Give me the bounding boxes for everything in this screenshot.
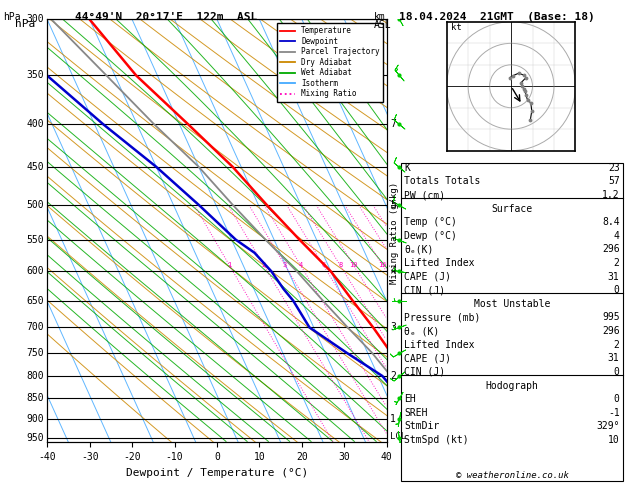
Text: 296: 296 [602,326,620,336]
Text: θₑ (K): θₑ (K) [404,326,440,336]
Text: 2: 2 [390,371,396,381]
Text: 350: 350 [26,70,44,81]
Text: 7: 7 [390,119,396,129]
Text: Totals Totals: Totals Totals [404,176,481,187]
Text: CAPE (J): CAPE (J) [404,272,452,282]
Text: 16: 16 [378,262,387,268]
Text: 650: 650 [26,295,44,306]
Point [516,79,526,87]
Text: 31: 31 [608,353,620,364]
Text: 10: 10 [349,262,358,268]
Point [521,74,531,82]
Text: 600: 600 [26,266,44,277]
Text: 1: 1 [227,262,231,268]
Legend: Temperature, Dewpoint, Parcel Trajectory, Dry Adiabat, Wet Adiabat, Isotherm, Mi: Temperature, Dewpoint, Parcel Trajectory… [277,23,383,102]
Text: 2: 2 [614,258,620,268]
Text: 300: 300 [26,15,44,24]
Text: km: km [374,12,386,22]
Point [519,85,529,92]
Text: 23: 23 [608,163,620,173]
Text: © weatheronline.co.uk: © weatheronline.co.uk [455,471,569,480]
Text: 2: 2 [262,262,266,268]
Text: 950: 950 [26,434,44,443]
Text: 900: 900 [26,414,44,424]
X-axis label: Dewpoint / Temperature (°C): Dewpoint / Temperature (°C) [126,468,308,478]
Text: -1: -1 [608,408,620,418]
Text: 0: 0 [614,394,620,404]
Point [520,87,530,95]
Text: 750: 750 [26,347,44,358]
Point [513,69,523,77]
Point [519,71,529,79]
Point [526,99,536,107]
Text: CIN (J): CIN (J) [404,285,445,295]
Point [523,96,533,104]
Text: hPa: hPa [3,12,21,22]
Text: 3: 3 [390,322,396,332]
Text: 8: 8 [338,262,342,268]
Text: Temp (°C): Temp (°C) [404,217,457,227]
Text: 700: 700 [26,322,44,332]
Text: K: K [404,163,410,173]
Text: 8.4: 8.4 [602,217,620,227]
Text: Mixing Ratio (g/kg): Mixing Ratio (g/kg) [390,182,399,284]
Text: 3: 3 [283,262,287,268]
Text: Lifted Index: Lifted Index [404,340,475,350]
Text: θₑ(K): θₑ(K) [404,244,434,255]
Text: 329°: 329° [596,421,620,432]
Point [504,74,515,82]
Point [521,91,531,99]
Text: EH: EH [404,394,416,404]
Text: Hodograph: Hodograph [486,381,538,391]
Text: 2: 2 [614,340,620,350]
Text: hPa: hPa [15,19,35,30]
Text: Pressure (mb): Pressure (mb) [404,312,481,323]
Text: 44°49'N  20°17'E  122m  ASL: 44°49'N 20°17'E 122m ASL [75,12,258,22]
Text: 4: 4 [614,231,620,241]
Text: 1.2: 1.2 [602,190,620,200]
Text: CIN (J): CIN (J) [404,367,445,377]
Text: 4: 4 [390,266,396,277]
Point [526,107,537,115]
Text: 500: 500 [26,200,44,210]
Text: Dewp (°C): Dewp (°C) [404,231,457,241]
Text: 31: 31 [608,272,620,282]
Point [525,116,535,123]
Text: kt: kt [451,23,462,33]
Text: 850: 850 [26,393,44,403]
Point [508,72,518,80]
Text: 995: 995 [602,312,620,323]
Text: 0: 0 [614,285,620,295]
Text: 400: 400 [26,119,44,129]
Text: 550: 550 [26,235,44,245]
Text: StmSpd (kt): StmSpd (kt) [404,435,469,445]
Text: SREH: SREH [404,408,428,418]
Text: 800: 800 [26,371,44,381]
Text: Most Unstable: Most Unstable [474,299,550,309]
Point [517,83,527,90]
Text: Lifted Index: Lifted Index [404,258,475,268]
Text: LCL: LCL [390,432,406,441]
Text: 450: 450 [26,162,44,172]
Text: CAPE (J): CAPE (J) [404,353,452,364]
Text: 5: 5 [390,200,396,210]
Text: ASL: ASL [374,20,392,31]
Text: StmDir: StmDir [404,421,440,432]
Text: Surface: Surface [491,204,533,214]
Text: 4: 4 [298,262,303,268]
Text: 6: 6 [321,262,326,268]
Text: 0: 0 [614,367,620,377]
Text: PW (cm): PW (cm) [404,190,445,200]
Text: 10: 10 [608,435,620,445]
Text: 296: 296 [602,244,620,255]
Text: 57: 57 [608,176,620,187]
Text: 18.04.2024  21GMT  (Base: 18): 18.04.2024 21GMT (Base: 18) [399,12,595,22]
Text: 1: 1 [390,414,396,424]
